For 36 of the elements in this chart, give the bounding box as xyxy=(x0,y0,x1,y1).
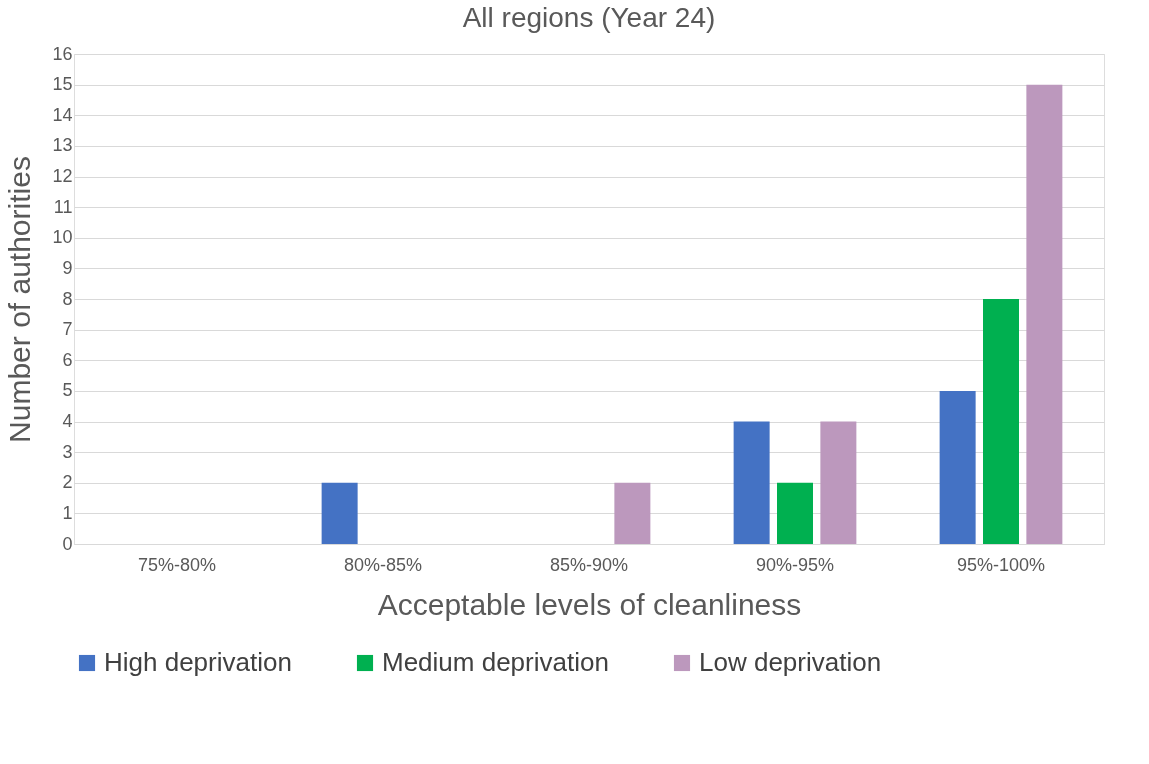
y-tick-label: 3 xyxy=(62,441,73,462)
y-tick-label: 0 xyxy=(62,533,73,554)
y-tick-label: 2 xyxy=(62,472,73,493)
chart-title: All regions (Year 24) xyxy=(462,2,716,33)
bar xyxy=(777,482,813,544)
y-tick-label: 16 xyxy=(52,43,73,64)
bar xyxy=(321,482,358,544)
bar xyxy=(1026,84,1063,544)
y-tick-label: 9 xyxy=(62,257,73,278)
x-tick-label: 75%-80% xyxy=(137,554,217,575)
bar xyxy=(983,299,1019,544)
x-tick-label: 80%-85% xyxy=(343,554,423,575)
y-tick-label: 15 xyxy=(52,74,73,95)
y-tick-label: 8 xyxy=(62,288,73,309)
bar xyxy=(733,421,770,544)
bar xyxy=(939,390,976,544)
bar xyxy=(820,421,857,544)
x-tick-label: 95%-100% xyxy=(956,554,1046,575)
y-tick-label: 13 xyxy=(52,135,73,156)
x-tick-label: 85%-90% xyxy=(549,554,629,575)
x-tick-label: 90%-95% xyxy=(755,554,835,575)
y-tick-label: 14 xyxy=(52,104,73,125)
y-tick-label: 12 xyxy=(52,166,73,186)
legend-label: Medium deprivation xyxy=(382,647,609,677)
y-axis-title: Number of authorities xyxy=(3,156,37,443)
legend-label: Low deprivation xyxy=(699,647,882,677)
y-tick-label: 7 xyxy=(62,319,73,340)
y-tick-label: 11 xyxy=(53,196,73,217)
legend-label: High deprivation xyxy=(104,647,292,677)
y-tick-label: 4 xyxy=(62,411,73,431)
y-tick-label: 1 xyxy=(62,502,73,523)
x-axis-title: Acceptable levels of cleanliness xyxy=(377,587,802,621)
y-tick-label: 6 xyxy=(62,349,73,370)
bar xyxy=(614,482,651,544)
y-tick-label: 10 xyxy=(52,227,73,248)
y-tick-label: 5 xyxy=(62,380,73,401)
